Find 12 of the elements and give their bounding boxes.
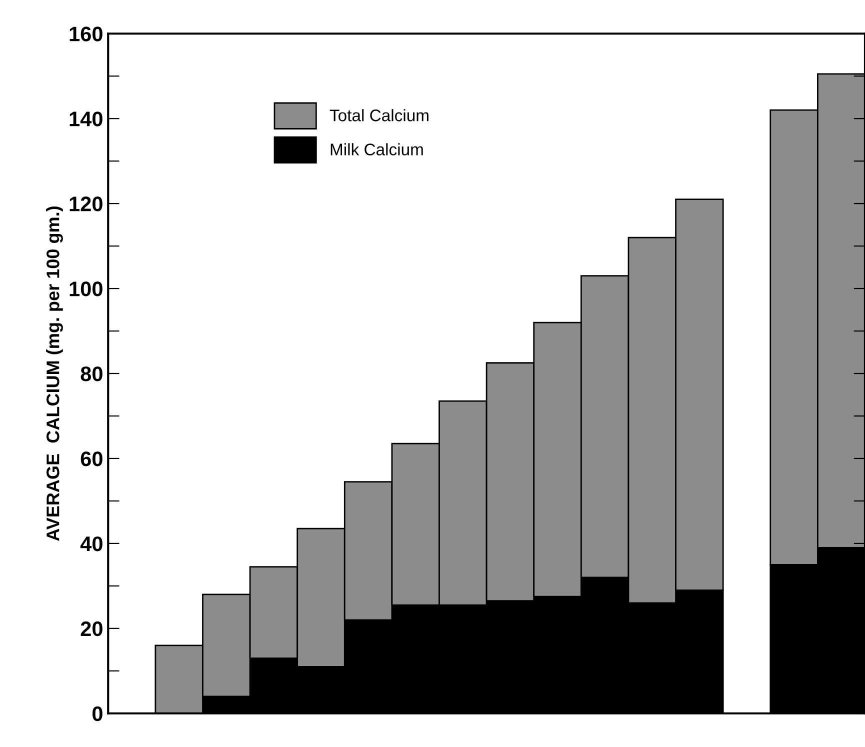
legend-label: Total Calcium (330, 109, 428, 122)
y-tick-label: 140 (70, 112, 102, 126)
y-tick-label: 0 (92, 706, 102, 722)
y-tick-label: 20 (80, 621, 102, 636)
y-tick-label: 160 (70, 26, 102, 42)
y-tick-label: 40 (80, 536, 102, 552)
y-tick-label: 120 (70, 196, 102, 212)
y-tick-label: 100 (70, 282, 102, 296)
legend-label: Milk Calcium (330, 143, 423, 156)
y-tick-label: 80 (80, 366, 102, 382)
y-axis-title: AVERAGE CALCIUM (mg. per 100 gm.) (46, 206, 63, 541)
y-tick-label: 60 (80, 451, 102, 466)
